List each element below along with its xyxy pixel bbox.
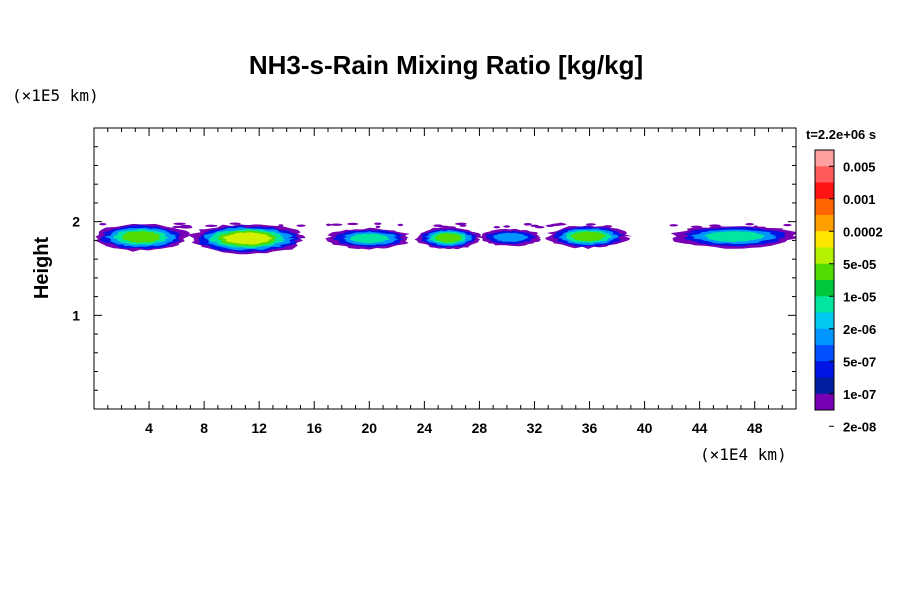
contour-fragment: [204, 224, 218, 228]
colorbar-segment: [815, 377, 834, 395]
x-tick-label: 20: [362, 420, 378, 436]
colorbar-segment: [815, 166, 834, 183]
colorbar-label: 1e-07: [843, 387, 876, 402]
contour-fragment: [669, 224, 679, 227]
colorbar-frame: [814, 149, 835, 411]
colorbar-label: 5e-05: [843, 257, 876, 272]
contour-level: [570, 231, 607, 242]
colorbar-segment: [815, 198, 834, 216]
contour-fragment: [445, 226, 457, 229]
colorbar-label: 5e-07: [843, 354, 876, 369]
contour-level: [222, 232, 273, 245]
contour-fragment: [783, 223, 792, 227]
contour-fragment: [397, 223, 404, 227]
contour-level: [349, 233, 390, 244]
contour-fragment: [459, 224, 467, 227]
cloud-cluster: [95, 223, 190, 252]
colorbar-label: 0.001: [843, 192, 876, 207]
contour-fragment: [558, 222, 564, 226]
y-axis-label: Height: [31, 237, 53, 300]
colorbar-segment: [815, 280, 834, 297]
contour-fragment: [173, 222, 186, 225]
contour-fragment: [586, 223, 596, 226]
x-tick-label: 48: [747, 420, 763, 436]
plot-area: [93, 127, 797, 410]
colorbar-label: 2e-08: [843, 419, 876, 434]
cloud-cluster: [414, 227, 482, 250]
x-tick-label: 4: [145, 420, 153, 436]
contour-level: [121, 231, 162, 243]
contour-fragment: [745, 222, 755, 226]
colorbar-segment: [815, 215, 834, 232]
cloud-cluster: [545, 225, 633, 249]
y-tick-label: 1: [72, 307, 80, 323]
chart-title: NH3-s-Rain Mixing Ratio [kg/kg]: [249, 50, 643, 80]
x-tick-label: 36: [582, 420, 598, 436]
y-unit-label: (×1E5 km): [12, 86, 99, 105]
colorbar-segment: [815, 345, 834, 362]
colorbar-segment: [815, 182, 834, 200]
contour-fragment: [243, 225, 253, 228]
x-tick-label: 16: [306, 420, 322, 436]
cloud-cluster: [189, 224, 306, 255]
contour-level: [702, 231, 766, 243]
cloud-cluster: [325, 227, 410, 250]
colorbar-segment: [815, 231, 834, 248]
contour-fragment: [347, 222, 359, 226]
contour-fragment: [433, 224, 443, 227]
colorbar-segment: [815, 150, 834, 167]
x-unit-label: (×1E4 km): [700, 445, 787, 464]
contour-fragment: [229, 222, 241, 225]
contour-level: [434, 233, 462, 243]
x-tick-label: 32: [527, 420, 543, 436]
contour-fragment: [523, 222, 533, 226]
colorbar-label: 2e-06: [843, 322, 876, 337]
colorbar-label: 0.0002: [843, 224, 883, 239]
contour-fragment: [325, 223, 332, 226]
contour-fragment: [179, 225, 192, 228]
colorbar-segment: [815, 247, 834, 265]
x-tick-label: 12: [251, 420, 267, 436]
x-tick-label: 28: [472, 420, 488, 436]
colorbar: 0.005 0.001 0.0002 5e-05 1e-05 2e-06 5e-07 1e-0…: [814, 149, 883, 434]
cloud-layer: [95, 222, 796, 255]
contour-level: [493, 232, 529, 242]
contour-fragment: [530, 224, 539, 228]
contour-fragment: [374, 222, 382, 225]
contour-fragment: [99, 222, 107, 226]
contour-fragment: [250, 224, 264, 227]
contour-fragment: [503, 225, 511, 228]
contour-fragment: [375, 225, 381, 229]
contour-fragment: [296, 224, 306, 227]
contour-fragment: [455, 222, 467, 226]
contour-fragment: [278, 224, 284, 227]
x-tick-label: 8: [200, 420, 208, 436]
contour-fragment: [603, 225, 613, 228]
colorbar-segment: [815, 393, 834, 411]
colorbar-label: 0.005: [843, 159, 876, 174]
colorbar-segment: [815, 296, 834, 313]
cloud-cluster: [670, 225, 796, 249]
colorbar-segment: [815, 361, 834, 378]
x-tick-label: 40: [637, 420, 653, 436]
colorbar-segment: [815, 263, 834, 281]
x-tick-label: 24: [417, 420, 433, 436]
cloud-cluster: [479, 228, 541, 247]
contour-fragment: [708, 224, 721, 227]
colorbar-segment: [815, 312, 834, 330]
contour-fragment: [330, 223, 343, 226]
colorbar-label: 1e-05: [843, 289, 876, 304]
contour-fragment: [493, 225, 501, 229]
y-tick-label: 2: [72, 214, 80, 230]
contour-fragment: [753, 225, 758, 228]
contour-fragment: [690, 225, 703, 229]
colorbar-segment: [815, 328, 834, 346]
x-tick-label: 44: [692, 420, 708, 436]
time-label: t=2.2e+06 s: [806, 127, 876, 142]
